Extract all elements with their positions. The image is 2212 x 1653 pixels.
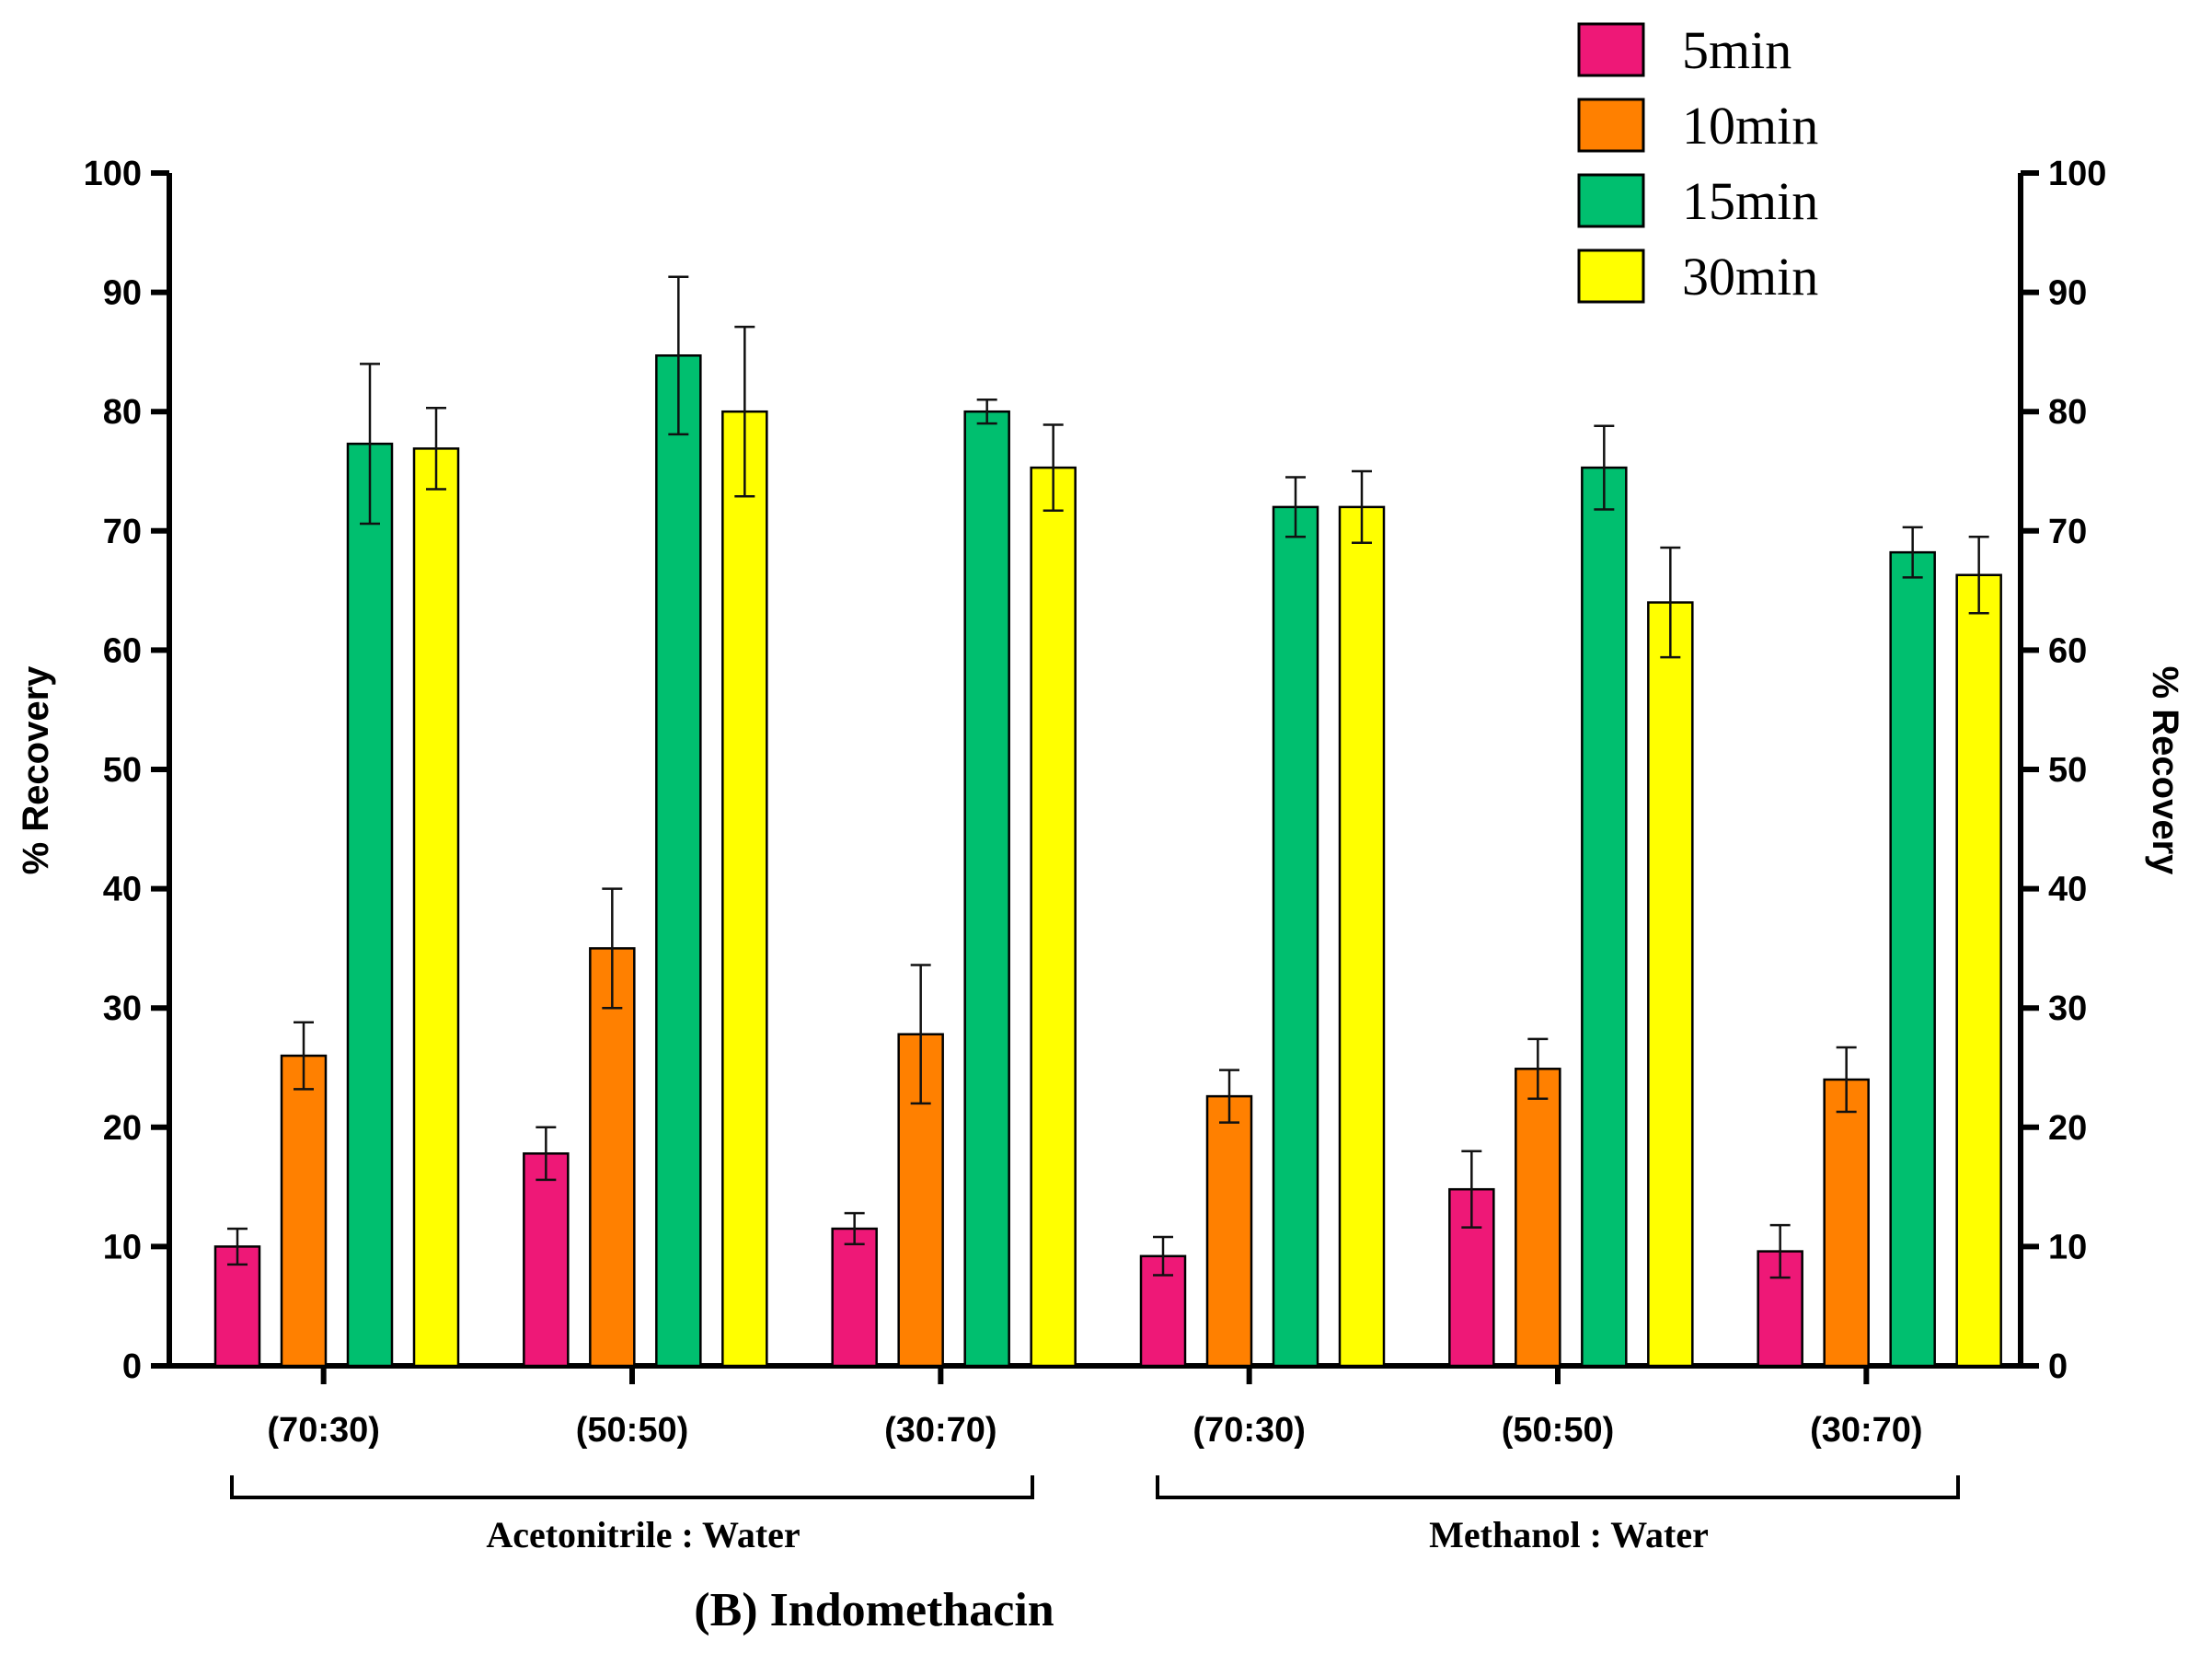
- bar-10min-0: [280, 1054, 328, 1368]
- legend-label: 10min: [1682, 96, 1818, 156]
- bar-15min-2: [963, 410, 1010, 1368]
- y-tick-label-left: 60: [103, 631, 142, 670]
- bar-10min-4: [1515, 1068, 1561, 1368]
- y-tick-label-right: 0: [2048, 1347, 2068, 1386]
- x-tick-label: (70:30): [267, 1411, 380, 1450]
- bar-10min-5: [1823, 1078, 1870, 1368]
- legend-label: 15min: [1682, 171, 1818, 231]
- y-tick-label-left: 90: [103, 274, 142, 313]
- group-label: Acetonitrile : Water: [486, 1514, 800, 1555]
- y-tick-label-right: 40: [2048, 871, 2087, 909]
- bar-10min-2: [897, 1033, 944, 1368]
- y-tick-label-left: 40: [103, 871, 142, 909]
- y-tick-label-left: 20: [103, 1109, 142, 1148]
- bar-30min-5: [1955, 573, 2002, 1368]
- y-tick-label-left: 30: [103, 989, 142, 1028]
- labels-layer: 0 0 10 10 20 20 30 30 40 40 50 50 60 60 70 70 80 80 90 90 10…: [84, 155, 2107, 1555]
- legend-swatch-10min: [1577, 98, 1645, 153]
- legend: 5min 10min 15min 30min: [1577, 20, 1818, 306]
- y-tick-label-right: 90: [2048, 274, 2087, 313]
- y-tick-label-left: 100: [84, 155, 142, 193]
- bar-5min-0: [213, 1245, 261, 1368]
- x-tick-label: (70:30): [1192, 1411, 1306, 1450]
- bar-30min-0: [412, 447, 460, 1368]
- bar-10min-1: [589, 947, 636, 1368]
- y-tick-label-left: 0: [122, 1347, 142, 1386]
- y-axis-title-left: % Recovery: [16, 665, 56, 875]
- y-tick-label-right: 80: [2048, 393, 2087, 432]
- bar-10min-3: [1205, 1094, 1253, 1368]
- x-tick-label: (50:50): [1502, 1411, 1615, 1450]
- y-tick-label-right: 30: [2048, 989, 2087, 1028]
- y-axis-title-right: % Recovery: [2145, 666, 2185, 876]
- bar-15min-4: [1581, 466, 1628, 1368]
- group-bracket: [230, 1475, 1034, 1499]
- bar-5min-2: [831, 1227, 878, 1368]
- y-tick-label-right: 100: [2048, 155, 2106, 193]
- bar-30min-2: [1030, 466, 1077, 1368]
- bar-30min-1: [721, 410, 768, 1368]
- bar-15min-3: [1272, 505, 1319, 1368]
- bar-15min-0: [346, 442, 394, 1368]
- x-tick-label: (50:50): [576, 1411, 689, 1450]
- legend-label: 5min: [1682, 20, 1791, 80]
- x-tick-label: (30:70): [1810, 1411, 1923, 1450]
- group-label: Methanol : Water: [1429, 1514, 1709, 1555]
- legend-swatch-15min: [1577, 173, 1645, 228]
- bar-15min-5: [1889, 550, 1936, 1368]
- y-tick-label-left: 80: [103, 393, 142, 432]
- axes-layer: [151, 170, 2039, 1499]
- y-tick-label-right: 10: [2048, 1228, 2087, 1266]
- figure-caption: (B) Indomethacin: [694, 1584, 1054, 1636]
- y-tick-label-left: 50: [103, 751, 142, 790]
- legend-swatch-30min: [1577, 249, 1645, 304]
- bars-layer: [213, 354, 2002, 1368]
- x-tick-label: (30:70): [884, 1411, 997, 1450]
- bar-15min-1: [655, 354, 702, 1368]
- bar-5min-1: [523, 1152, 570, 1368]
- legend-swatch-5min: [1577, 22, 1645, 77]
- group-bracket: [1156, 1475, 1960, 1499]
- y-tick-label-left: 70: [103, 513, 142, 551]
- bar-30min-3: [1338, 505, 1386, 1368]
- y-tick-label-right: 50: [2048, 751, 2087, 790]
- y-tick-label-right: 70: [2048, 513, 2087, 551]
- bar-30min-4: [1647, 601, 1694, 1368]
- legend-label: 30min: [1682, 247, 1818, 306]
- error-bars-layer: [227, 275, 1989, 1279]
- y-tick-label-right: 60: [2048, 631, 2087, 670]
- y-tick-label-right: 20: [2048, 1109, 2087, 1148]
- y-tick-label-left: 10: [103, 1228, 142, 1266]
